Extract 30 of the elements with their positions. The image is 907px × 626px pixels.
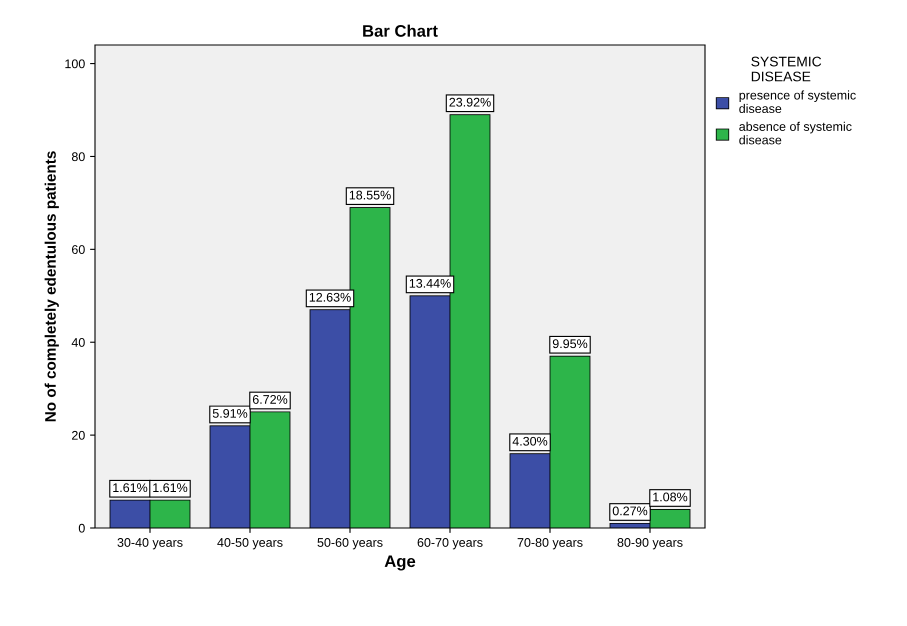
annotation: 4.30% xyxy=(512,436,548,446)
legend-title: SYSTEMIC DISEASE xyxy=(751,56,822,82)
x-tick-label: 50-60 years xyxy=(318,538,383,550)
y-axis-title: No of completely edentulous patients xyxy=(44,151,59,422)
annotation: 5.91% xyxy=(212,408,248,418)
legend-label: presence of systemic disease xyxy=(739,90,856,114)
annotation: 1.61% xyxy=(153,483,188,492)
x-axis-title: Age xyxy=(384,555,416,570)
y-tick-label: 80 xyxy=(72,152,85,162)
legend-label: absence of systemic disease xyxy=(739,122,852,144)
y-tick-label: 40 xyxy=(72,338,85,347)
x-tick-label: 60-70 years xyxy=(418,538,483,550)
y-tick-label: 60 xyxy=(72,245,85,254)
annotation: 12.63% xyxy=(310,292,351,302)
chart-title: Bar Chart xyxy=(363,24,438,37)
y-tick-label: 20 xyxy=(72,430,85,440)
annotation: 0.27% xyxy=(612,506,648,516)
annotation: 6.72% xyxy=(252,395,288,404)
annotation: 1.61% xyxy=(113,483,148,492)
annotation: 23.92% xyxy=(449,98,491,107)
x-tick-label: 40-50 years xyxy=(217,538,283,550)
annotation: 9.95% xyxy=(552,339,588,348)
x-tick-label: 30-40 years xyxy=(117,538,183,550)
x-tick-label: 70-80 years xyxy=(518,538,583,550)
annotation: 1.08% xyxy=(653,492,688,502)
y-tick-label: 0 xyxy=(78,524,85,533)
annotation: 13.44% xyxy=(410,278,451,288)
y-tick-label: 100 xyxy=(65,59,85,68)
x-tick-label: 80-90 years xyxy=(618,538,683,550)
annotation: 18.55% xyxy=(350,190,391,200)
